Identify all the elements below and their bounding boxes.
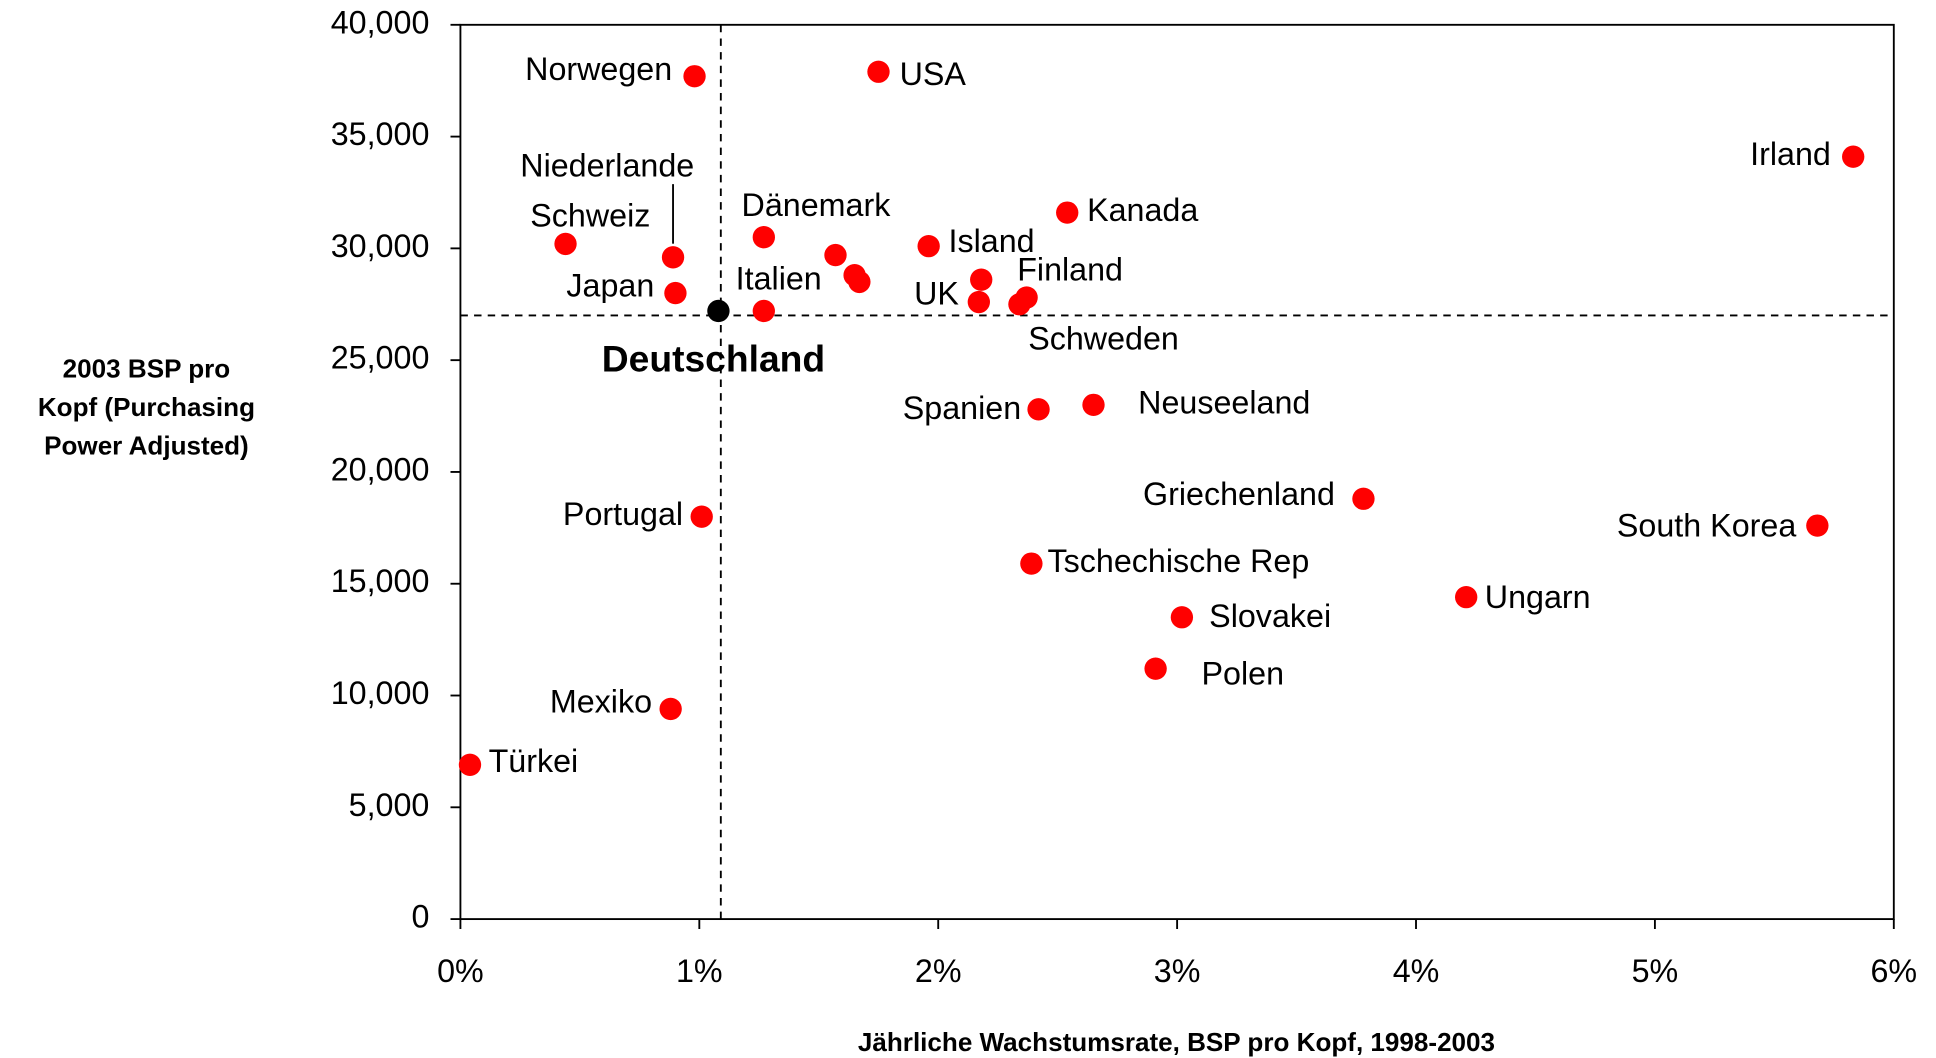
x-tick-label: 2% [915, 953, 962, 989]
point [661, 246, 685, 269]
point-label: Griechenland [1143, 476, 1335, 512]
point-label: Türkei [489, 743, 579, 779]
point [867, 60, 890, 83]
point-label: UK [914, 275, 959, 311]
point-label: Italien [736, 261, 822, 297]
point-label: Dänemark [742, 187, 892, 223]
point [683, 65, 706, 88]
point-label: Neuseeland [1138, 384, 1310, 420]
y-axis-title: 2003 BSP pro [63, 354, 231, 384]
x-tick-label: 1% [676, 953, 723, 989]
point-label: Schweiz [530, 197, 650, 233]
point-label: Niederlande [520, 148, 694, 184]
y-tick-label: 5,000 [349, 787, 430, 823]
point-label: Schweden [1028, 320, 1179, 356]
point-label: Island [949, 223, 1035, 259]
point [1352, 487, 1375, 510]
point [752, 299, 775, 323]
x-tick-label: 6% [1870, 953, 1917, 989]
point [1842, 145, 1865, 168]
y-axis-title: Kopf (Purchasing [38, 392, 255, 422]
point [917, 234, 940, 258]
y-tick-label: 10,000 [331, 675, 430, 711]
point-label: Mexiko [550, 683, 652, 719]
y-tick-label: 15,000 [331, 563, 430, 599]
point [659, 697, 682, 721]
point-label: Polen [1202, 656, 1285, 692]
point [458, 753, 482, 776]
point [848, 270, 871, 294]
point [1027, 398, 1050, 421]
y-tick-label: 35,000 [331, 116, 430, 152]
y-tick-label: 30,000 [331, 228, 430, 264]
point [707, 299, 730, 323]
y-tick-label: 25,000 [331, 340, 430, 376]
point-label: Tschechische Rep [1048, 543, 1310, 579]
point-label: USA [900, 56, 967, 92]
x-axis-title: Jährliche Wachstumsrate, BSP pro Kopf, 1… [858, 1027, 1495, 1057]
point [664, 281, 687, 305]
point [1008, 293, 1031, 316]
point [824, 243, 847, 267]
point [690, 505, 713, 528]
point [1806, 514, 1829, 537]
point-label: Japan [566, 268, 654, 304]
y-tick-label: 40,000 [331, 4, 430, 40]
point-label: Ungarn [1485, 579, 1591, 615]
point [554, 232, 577, 256]
point [1144, 657, 1167, 680]
point-label: Kanada [1087, 192, 1198, 228]
point [1455, 585, 1478, 609]
point [967, 290, 990, 314]
point-label: Norwegen [525, 51, 672, 87]
point-label: Slovakei [1209, 598, 1331, 634]
point-label: South Korea [1617, 508, 1796, 544]
x-tick-label: 4% [1393, 953, 1440, 989]
y-tick-label: 0 [411, 899, 429, 935]
y-axis-title: Power Adjusted) [44, 431, 249, 461]
point-label: Portugal [563, 496, 683, 532]
point [970, 268, 993, 291]
y-tick-label: 20,000 [331, 451, 430, 487]
x-tick-label: 5% [1632, 953, 1679, 989]
x-tick-label: 3% [1154, 953, 1201, 989]
point [1020, 552, 1043, 575]
point-label: Finland [1017, 252, 1123, 288]
point [752, 226, 775, 249]
point [1170, 606, 1194, 629]
point-label: Deutschland [602, 338, 825, 380]
x-tick-label: 0% [437, 953, 484, 989]
point-label: Spanien [903, 390, 1021, 426]
point [1082, 393, 1105, 417]
point [1056, 201, 1079, 224]
point-label: Irland [1750, 136, 1831, 172]
